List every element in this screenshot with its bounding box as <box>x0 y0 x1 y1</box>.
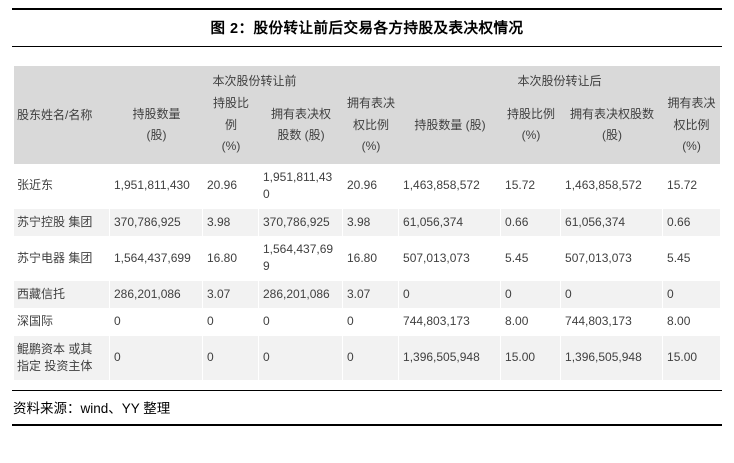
shareholder-name-cell: 深国际 <box>14 308 110 336</box>
voting-shares-before-cell: 370,786,925 <box>259 208 343 236</box>
col-header-voting-shares-after: 拥有表决权股数 (股) <box>561 93 664 164</box>
voting-shares-after-cell: 1,463,858,572 <box>561 163 664 209</box>
share-ratio-after-cell: 8.00 <box>501 308 562 336</box>
voting-ratio-after-cell: 0 <box>663 280 721 309</box>
group-header-before-transfer: 本次股份转让前 <box>110 66 400 93</box>
voting-shares-before-cell: 1,564,437,699 <box>259 235 343 281</box>
voting-ratio-after-cell: 8.00 <box>663 308 721 336</box>
col-header-shares-before: 持股数量 (股) <box>110 93 203 164</box>
voting-shares-before-cell: 286,201,086 <box>259 280 343 309</box>
voting-ratio-before-cell: 3.98 <box>343 208 400 236</box>
shares-after-cell: 744,803,173 <box>399 308 502 336</box>
shares-before-cell: 1,951,811,430 <box>110 163 203 209</box>
shareholder-name-cell: 张近东 <box>14 163 110 209</box>
shareholder-name-cell: 苏宁控股 集团 <box>14 208 110 236</box>
share-ratio-before-cell: 3.07 <box>203 280 259 309</box>
table-row: 西藏信托 286,201,086 3.07 286,201,086 3.07 0… <box>14 280 721 309</box>
share-ratio-before-cell: 0 <box>203 308 259 336</box>
table-row: 深国际 0 0 0 0 744,803,173 8.00 744,803,173… <box>14 308 721 336</box>
report-figure-page: 图 2：股份转让前后交易各方持股及表决权情况 股东姓名/名称 本次股份转让前 本… <box>0 8 734 463</box>
voting-ratio-before-cell: 16.80 <box>343 235 400 281</box>
voting-shares-before-cell: 0 <box>259 308 343 336</box>
source-divider <box>12 390 722 392</box>
col-header-share-ratio-after: 持股比例 (%) <box>501 93 562 164</box>
voting-ratio-before-cell: 0 <box>343 308 400 336</box>
share-ratio-before-cell: 20.96 <box>203 163 259 209</box>
voting-ratio-before-cell: 0 <box>343 335 400 381</box>
shares-after-cell: 1,463,858,572 <box>399 163 502 209</box>
shares-after-cell: 61,056,374 <box>399 208 502 236</box>
shares-before-cell: 1,564,437,699 <box>110 235 203 281</box>
voting-shares-before-cell: 0 <box>259 335 343 381</box>
share-ratio-after-cell: 5.45 <box>501 235 562 281</box>
top-divider <box>12 8 722 10</box>
col-header-shareholder-name: 股东姓名/名称 <box>14 66 110 164</box>
voting-shares-after-cell: 61,056,374 <box>561 208 664 236</box>
shares-after-cell: 507,013,073 <box>399 235 502 281</box>
data-source-note: 资料来源：wind、YY 整理 <box>13 401 171 417</box>
col-header-shares-after: 持股数量 (股) <box>399 93 502 164</box>
col-header-voting-ratio-before: 拥有表决 权比例 (%) <box>343 93 400 164</box>
voting-shares-after-cell: 0 <box>561 280 664 309</box>
voting-ratio-before-cell: 20.96 <box>343 163 400 209</box>
shares-after-cell: 1,396,505,948 <box>399 335 502 381</box>
shareholder-name-cell: 西藏信托 <box>14 280 110 309</box>
table-row: 张近东 1,951,811,430 20.96 1,951,811,430 20… <box>14 163 721 209</box>
shareholding-table: 股东姓名/名称 本次股份转让前 本次股份转让后 持股数量 (股) 持股比 例 (… <box>14 66 721 381</box>
voting-shares-after-cell: 507,013,073 <box>561 235 664 281</box>
table-group-header-row: 股东姓名/名称 本次股份转让前 本次股份转让后 <box>14 66 721 164</box>
voting-ratio-after-cell: 0.66 <box>663 208 721 236</box>
shares-before-cell: 0 <box>110 308 203 336</box>
voting-ratio-after-cell: 5.45 <box>663 235 721 281</box>
shareholder-name-cell: 苏宁电器 集团 <box>14 235 110 281</box>
table-row: 苏宁电器 集团 1,564,437,699 16.80 1,564,437,69… <box>14 235 721 281</box>
shares-after-cell: 0 <box>399 280 502 309</box>
share-ratio-before-cell: 0 <box>203 335 259 381</box>
title-divider <box>12 46 722 47</box>
col-header-voting-shares-before: 拥有表决权 股数 (股) <box>259 93 343 164</box>
shares-before-cell: 0 <box>110 335 203 381</box>
figure-title: 图 2：股份转让前后交易各方持股及表决权情况 <box>210 21 524 37</box>
col-header-voting-ratio-after: 拥有表决 权比例 (%) <box>663 93 721 164</box>
voting-ratio-after-cell: 15.00 <box>663 335 721 381</box>
share-ratio-before-cell: 16.80 <box>203 235 259 281</box>
voting-ratio-after-cell: 15.72 <box>663 163 721 209</box>
bottom-divider <box>12 424 722 427</box>
shares-before-cell: 370,786,925 <box>110 208 203 236</box>
share-ratio-after-cell: 0 <box>501 280 562 309</box>
table-row: 鲲鹏资本 或其 指定 投资主体 0 0 0 0 1,396,505,948 15… <box>14 335 721 381</box>
voting-shares-after-cell: 744,803,173 <box>561 308 664 336</box>
col-header-share-ratio-before: 持股比 例 (%) <box>203 93 259 164</box>
share-ratio-after-cell: 0.66 <box>501 208 562 236</box>
group-header-after-transfer: 本次股份转让后 <box>399 66 721 93</box>
shareholder-name-cell: 鲲鹏资本 或其 指定 投资主体 <box>14 335 110 381</box>
share-ratio-before-cell: 3.98 <box>203 208 259 236</box>
voting-ratio-before-cell: 3.07 <box>343 280 400 309</box>
share-ratio-after-cell: 15.00 <box>501 335 562 381</box>
share-ratio-after-cell: 15.72 <box>501 163 562 209</box>
shares-before-cell: 286,201,086 <box>110 280 203 309</box>
table-column-header-row: 持股数量 (股) 持股比 例 (%) 拥有表决权 股数 (股) 拥有表决 权比例… <box>14 93 721 164</box>
table-row: 苏宁控股 集团 370,786,925 3.98 370,786,925 3.9… <box>14 208 721 236</box>
voting-shares-before-cell: 1,951,811,430 <box>259 163 343 209</box>
voting-shares-after-cell: 1,396,505,948 <box>561 335 664 381</box>
